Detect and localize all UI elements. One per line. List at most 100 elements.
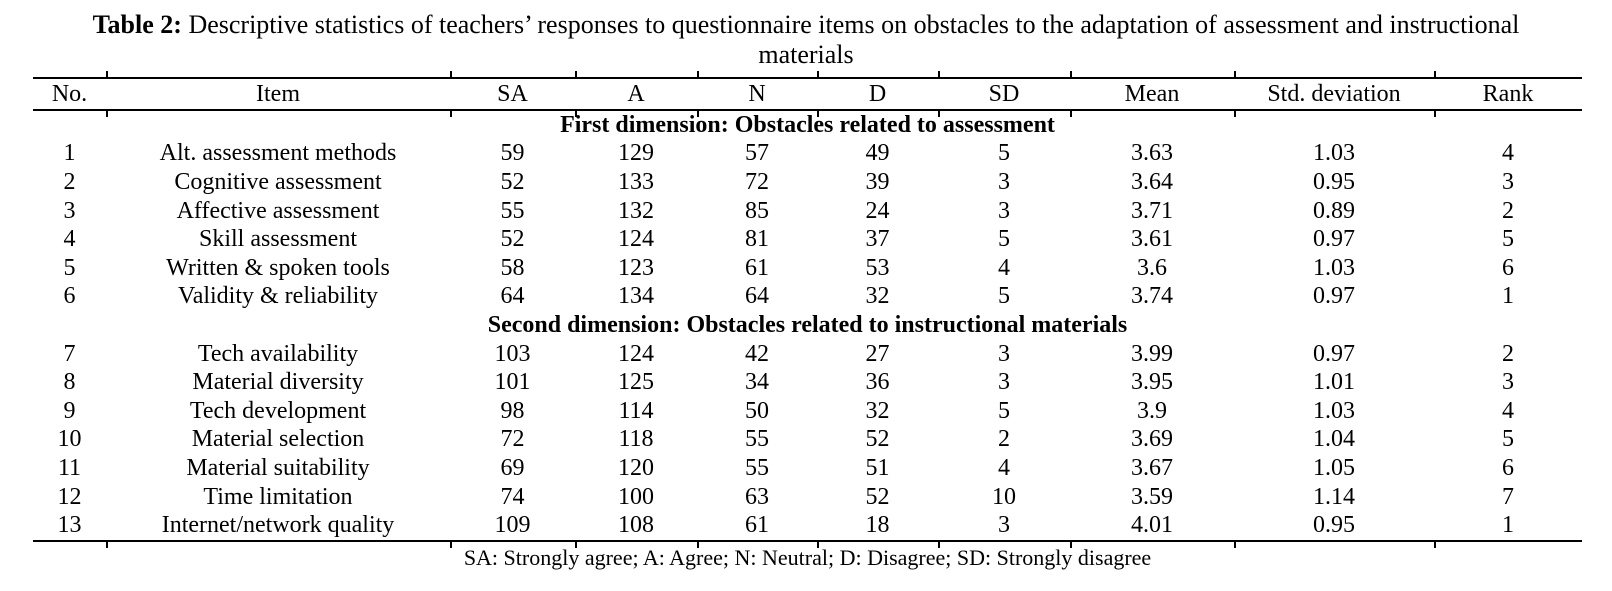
table-cell: 118 — [618, 426, 654, 453]
table-row: 11 Material suitability 69 120 55 51 4 3.67 1.05… — [33, 454, 1582, 483]
table-cell: 124 — [618, 226, 654, 253]
column-boundary-tick — [817, 540, 819, 548]
table-title: Table 2: Descriptive statistics of teach… — [66, 10, 1546, 70]
table-cell: 0.89 — [1313, 197, 1355, 224]
table-cell: 3 — [998, 512, 1010, 539]
table-cell: 64 — [745, 283, 769, 310]
column-header-rank: Rank — [1482, 80, 1534, 107]
column-header-d: D — [868, 80, 887, 107]
table-cell: Time limitation — [203, 483, 353, 510]
table-cell: 11 — [57, 454, 82, 481]
table-cell: 51 — [865, 454, 890, 481]
table-row: 13 Internet/network quality 109 108 61 18 3 4.0… — [33, 511, 1582, 540]
table-cell: Material selection — [191, 426, 365, 453]
table-cell: 129 — [618, 140, 654, 167]
section-header: Second dimension: Obstacles related to i… — [487, 311, 1128, 338]
table-cell: 0.97 — [1313, 226, 1355, 253]
table-row: 12 Time limitation 74 100 63 52 10 3.59 1.14 7 — [33, 483, 1582, 512]
table-cell: 3.64 — [1131, 168, 1173, 195]
table-cell: 109 — [494, 512, 531, 539]
table-cell: 13 — [57, 512, 82, 539]
table-cell: Alt. assessment methods — [159, 140, 397, 167]
table-cell: 1.04 — [1313, 426, 1355, 453]
table-cell: 10 — [992, 483, 1016, 510]
table-cell: 18 — [865, 512, 890, 539]
column-header-sa: SA — [497, 80, 528, 107]
table-cell: 2 — [998, 426, 1010, 453]
table-cell: 1.03 — [1313, 397, 1355, 424]
table-cell: 5 — [1502, 226, 1514, 253]
table-cell: 49 — [865, 140, 890, 167]
table-cell: 32 — [865, 397, 890, 424]
table-cell: 42 — [745, 340, 769, 367]
table-body: First dimension: Obstacles related to as… — [33, 111, 1582, 540]
table-cell: 0.97 — [1313, 283, 1355, 310]
table-cell: 100 — [618, 483, 654, 510]
table-cell: 1.05 — [1313, 454, 1355, 481]
table-cell: Tech availability — [197, 340, 359, 367]
table-cell: 108 — [618, 512, 654, 539]
table-cell: 8 — [63, 369, 76, 396]
table-cell: 3.99 — [1131, 340, 1173, 367]
column-boundary-tick — [1070, 540, 1072, 548]
table-cell: 6 — [63, 283, 76, 310]
table-cell: 12 — [57, 483, 82, 510]
table-cell: 0.97 — [1313, 340, 1355, 367]
table-cell: 3.71 — [1131, 197, 1173, 224]
table-cell: 3 — [998, 369, 1010, 396]
column-header-std-deviation: Std. deviation — [1267, 80, 1401, 107]
table-cell: 52 — [500, 226, 525, 253]
table-cell: 103 — [494, 340, 531, 367]
table-cell: 58 — [500, 254, 525, 281]
column-boundary-tick — [1434, 71, 1436, 78]
column-boundary-tick — [1434, 540, 1436, 548]
table-cell: 10 — [57, 426, 82, 453]
table-cell: Skill assessment — [198, 226, 357, 253]
table-cell: 3 — [63, 197, 76, 224]
column-boundary-tick — [450, 110, 452, 117]
table-cell: 32 — [865, 283, 890, 310]
table-cell: Cognitive assessment — [174, 168, 382, 195]
table-cell: 4 — [63, 226, 76, 253]
column-boundary-tick — [938, 110, 940, 117]
column-boundary-tick — [1070, 71, 1072, 78]
table-cell: Tech development — [189, 397, 367, 424]
table-cell: 3 — [1502, 369, 1514, 396]
column-boundary-tick — [575, 110, 577, 117]
table-cell: 57 — [745, 140, 769, 167]
table-cell: 1.03 — [1313, 140, 1355, 167]
column-boundary-tick — [106, 71, 108, 78]
table-rule-header-bottom — [33, 109, 1582, 117]
table-cell: 3.63 — [1131, 140, 1173, 167]
column-header-item: Item — [256, 80, 300, 107]
table-header-row: No. Item SA A N D SD Mean Std. deviation… — [33, 79, 1582, 109]
column-boundary-tick — [938, 540, 940, 548]
table-cell: 133 — [618, 168, 654, 195]
column-boundary-tick — [450, 71, 452, 78]
table-cell: 6 — [1502, 254, 1514, 281]
table-cell: 4 — [998, 254, 1010, 281]
table-cell: 3.6 — [1137, 254, 1167, 281]
table-cell: 3.69 — [1131, 426, 1173, 453]
column-boundary-tick — [106, 540, 108, 548]
section-header: First dimension: Obstacles related to as… — [560, 111, 1055, 138]
table-cell: 4 — [998, 454, 1010, 481]
column-header-sd: SD — [988, 80, 1020, 107]
table-cell: 5 — [1502, 426, 1514, 453]
column-boundary-tick — [817, 110, 819, 117]
table-cell: 64 — [500, 283, 525, 310]
table-cell: 63 — [745, 483, 769, 510]
table-row: 5 Written & spoken tools 58 123 61 53 4 3.6 1.03… — [33, 254, 1582, 283]
table-cell: 3.67 — [1131, 454, 1173, 481]
table-cell: 114 — [618, 397, 654, 424]
column-boundary-tick — [575, 71, 577, 78]
table-cell: 1.01 — [1313, 369, 1355, 396]
column-boundary-tick — [1434, 110, 1436, 117]
table-cell: 37 — [865, 226, 890, 253]
table-cell: 1 — [1502, 512, 1514, 539]
table-cell: Material suitability — [186, 454, 370, 481]
table-row: 6 Validity & reliability 64 134 64 32 5 3.74 0.9… — [33, 283, 1582, 312]
table-cell: 4 — [1502, 140, 1514, 167]
table-cell: 124 — [618, 340, 654, 367]
